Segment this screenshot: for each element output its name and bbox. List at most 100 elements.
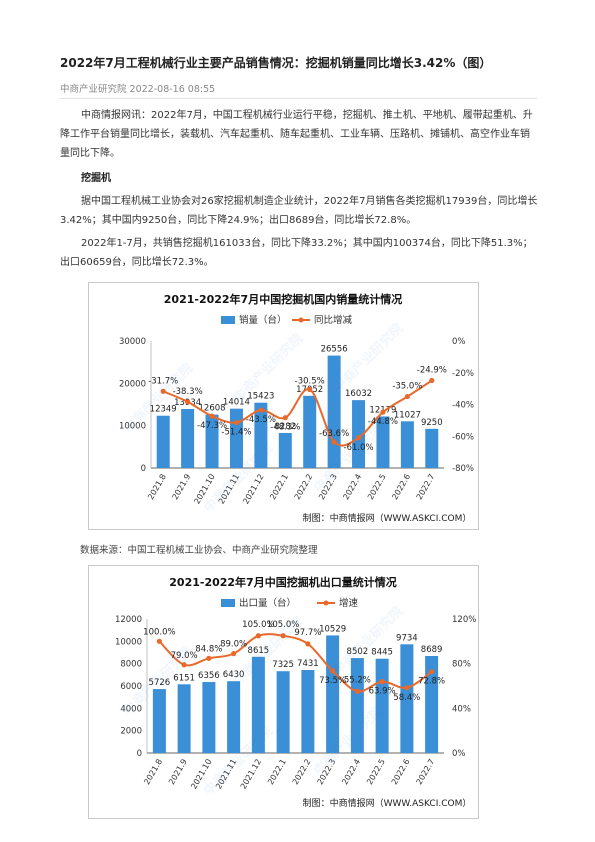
line-point — [160, 388, 166, 394]
chart-credit: 制图：中商情报网（WWW.ASKCI.COM） — [303, 512, 472, 524]
y2-tick-label: 120% — [452, 615, 476, 625]
y2-tick-label: 0% — [452, 337, 466, 347]
x-tick-label: 2022.1 — [266, 758, 288, 787]
y2-tick-label: 40% — [452, 704, 471, 714]
paragraph-intro: 中商情报网讯：2022年7月，中国工程机械行业运行平稳，挖掘机、推土机、平地机、… — [60, 110, 533, 159]
line-point — [185, 399, 191, 405]
line-value-label: 105.0% — [267, 620, 299, 630]
line-value-label: -47.3% — [197, 421, 227, 431]
y2-tick-label: -40% — [452, 401, 474, 411]
bar-value-label: 8445 — [371, 648, 393, 658]
article-meta: 中商产业研究院 2022-08-16 08:55 — [60, 81, 215, 95]
bar-value-label: 12608 — [199, 404, 226, 414]
bar-value-label: 9250 — [421, 418, 443, 428]
line-value-label: 58.4% — [393, 693, 420, 703]
x-tick-label: 2022.4 — [341, 473, 363, 502]
x-tick-label: 2021.8 — [142, 758, 164, 787]
bar — [227, 681, 241, 753]
section-heading-excavator: 挖掘机 — [81, 173, 111, 184]
line-value-label: 100.0% — [143, 627, 175, 637]
legend-line-label: 同比增减 — [314, 314, 353, 326]
line-point — [206, 655, 212, 661]
x-tick-label: 2022.2 — [291, 758, 313, 787]
x-tick-label: 2022.2 — [293, 473, 315, 502]
x-tick-label: 2021.9 — [171, 473, 193, 502]
bar — [254, 402, 268, 468]
bar — [425, 655, 439, 753]
line-point — [233, 419, 240, 426]
x-tick-label: 2022.7 — [415, 473, 437, 502]
bar — [276, 671, 290, 753]
line-point — [282, 415, 288, 421]
legend-bar-label: 出口量（台） — [239, 597, 296, 609]
bar-value-label: 15423 — [247, 392, 274, 402]
y-tick-label: 10000 — [115, 637, 142, 647]
line-value-label: -30.5% — [295, 376, 325, 386]
line-series — [158, 633, 433, 693]
y2-tick-label: -60% — [452, 432, 474, 442]
line-value-label: -63.6% — [319, 429, 349, 439]
bar-value-label: 8282 — [274, 422, 296, 432]
bar — [278, 432, 292, 468]
legend-line-label: 增速 — [339, 597, 359, 609]
legend-bar-swatch — [221, 599, 235, 607]
article-title: 2022年7月工程机械行业主要产品销售情况：挖掘机销量同比增长3.42%（图） — [60, 56, 492, 70]
line-value-label: 73.5% — [319, 676, 346, 686]
bar-value-label: 6151 — [173, 673, 195, 683]
line-point — [156, 638, 162, 644]
chart-title: 2021-2022年7月中国挖掘机国内销量统计情况 — [164, 292, 402, 306]
bar — [152, 689, 166, 753]
bar-value-label: 7431 — [297, 659, 319, 669]
chart-title: 2021-2022年7月中国挖掘机出口量统计情况 — [169, 575, 396, 589]
line-value-label: -48.3% — [270, 423, 300, 433]
chart-credit: 制图：中商情报网（WWW.ASKCI.COM） — [303, 797, 472, 809]
bar-value-label: 14014 — [223, 398, 250, 408]
line-value-label: 89.0% — [220, 640, 247, 650]
line-point — [404, 685, 410, 691]
paragraph-ytd-sales: 2022年1-7月，共销售挖掘机161033台，同比下降33.2%；其中国内10… — [60, 238, 533, 268]
y-tick-label: 8000 — [120, 660, 142, 670]
x-tick-label: 2021.8 — [146, 473, 168, 502]
y-tick-label: 2000 — [120, 727, 142, 737]
line-value-label: -43.5% — [246, 415, 276, 425]
export-volume-chart: 2021-2022年7月中国挖掘机出口量统计情况 出口量（台） 增速 0 2000 400… — [88, 565, 479, 819]
line-value-label: -38.3% — [173, 387, 203, 397]
line-point — [307, 386, 313, 393]
article-source[interactable]: 中商产业研究院 — [60, 84, 127, 95]
x-tick-label: 2022.6 — [390, 473, 412, 502]
y2-tick-label: -20% — [452, 369, 474, 379]
y-tick-label: 10000 — [119, 422, 146, 432]
line-value-label: -44.8% — [368, 417, 398, 427]
line-point — [380, 409, 386, 415]
line-value-label: -35.0% — [392, 382, 422, 392]
legend-bar-swatch — [221, 316, 235, 324]
line-point — [181, 662, 187, 668]
y-tick-label: 6000 — [120, 682, 142, 692]
y-tick-label: 0 — [141, 464, 146, 474]
data-source-note: 数据来源：中国工程机械工业协会、中商产业研究院整理 — [80, 545, 318, 556]
paragraph-july-sales: 据中国工程机械工业协会对26家挖掘机制造企业统计，2022年7月销售各类挖掘机1… — [60, 196, 538, 226]
bar-value-label: 16032 — [345, 389, 372, 399]
line-value-label: -61.0% — [344, 443, 374, 453]
bar — [425, 428, 439, 468]
bar — [352, 400, 366, 468]
bar-value-label: 6356 — [198, 671, 220, 681]
line-point — [255, 633, 261, 639]
bar — [156, 415, 170, 468]
bar — [350, 658, 364, 753]
line-value-label: 63.9% — [369, 687, 396, 697]
line-value-label: 72.8% — [418, 677, 445, 687]
line-point — [404, 393, 410, 400]
bar-value-label: 8615 — [248, 646, 270, 656]
bar-value-label: 8689 — [421, 645, 443, 655]
bar-value-label: 26556 — [321, 345, 348, 355]
line-value-label: 84.8% — [195, 644, 222, 654]
x-tick-label: 2022.4 — [340, 758, 362, 787]
line-point — [429, 377, 435, 384]
y-tick-label: 4000 — [120, 704, 142, 714]
y-tick-label: 30000 — [119, 337, 146, 347]
x-tick-label: 2021.9 — [167, 758, 189, 787]
bar-value-label: 9734 — [396, 633, 418, 643]
bar — [181, 409, 195, 468]
